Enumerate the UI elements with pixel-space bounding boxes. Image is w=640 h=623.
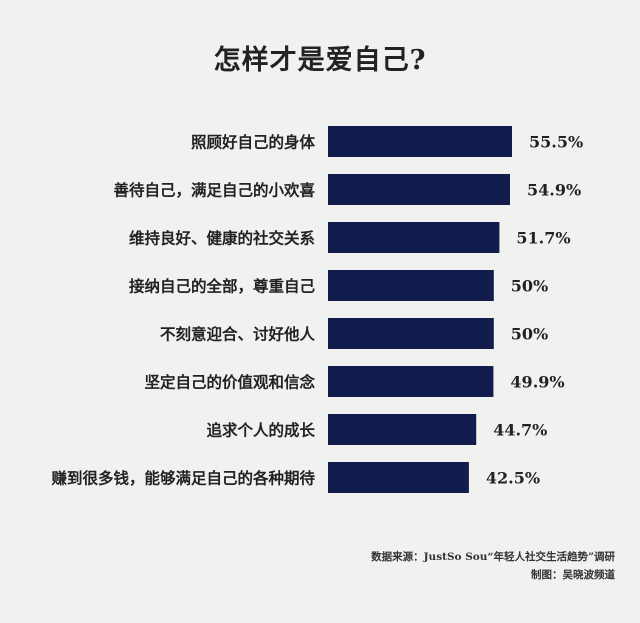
category-labels-group: 照顾好自己的身体善待自己，满足自己的小欢喜维持良好、健康的社交关系接纳自己的全部… bbox=[50, 133, 315, 488]
value-label-2: 54.9% bbox=[527, 181, 581, 200]
bar-3 bbox=[328, 222, 500, 253]
category-label-4: 接纳自己的全部，尊重自己 bbox=[129, 277, 316, 296]
source-note: 数据来源：JustSo Sou“年轻人社交生活趋势”调研 bbox=[371, 551, 615, 563]
category-label-6: 坚定自己的价值观和信念 bbox=[144, 373, 315, 392]
category-label-5: 不刻意迎合、讨好他人 bbox=[160, 325, 316, 344]
bars-group bbox=[328, 126, 512, 493]
chart-title: 怎样才是爱自己? bbox=[213, 45, 427, 76]
value-label-6: 49.9% bbox=[510, 373, 564, 392]
category-label-1: 照顾好自己的身体 bbox=[191, 133, 316, 152]
bar-1 bbox=[328, 126, 512, 157]
bar-5 bbox=[328, 318, 494, 349]
value-label-8: 42.5% bbox=[486, 469, 540, 488]
value-label-4: 50% bbox=[511, 277, 548, 296]
value-label-5: 50% bbox=[511, 325, 548, 344]
value-label-3: 51.7% bbox=[516, 229, 570, 248]
credit-note: 制图：吴晓波频道 bbox=[531, 569, 615, 581]
bar-6 bbox=[328, 366, 494, 397]
bar-2 bbox=[328, 174, 510, 205]
value-labels-group: 55.5% 54.9% 51.7% 50% 50% 49.9% 44.7% 42.5% bbox=[486, 133, 583, 488]
category-label-2: 善待自己，满足自己的小欢喜 bbox=[113, 181, 315, 200]
category-label-3: 维持良好、健康的社交关系 bbox=[129, 229, 315, 248]
bar-7 bbox=[328, 414, 477, 445]
value-label-7: 44.7% bbox=[493, 421, 547, 440]
value-label-1: 55.5% bbox=[529, 133, 583, 152]
category-label-7: 追求个人的成长 bbox=[206, 421, 315, 440]
category-label-8: 赚到很多钱，能够满足自己的各种期待 bbox=[50, 469, 315, 488]
bar-4 bbox=[328, 270, 494, 301]
bar-8 bbox=[328, 462, 469, 493]
